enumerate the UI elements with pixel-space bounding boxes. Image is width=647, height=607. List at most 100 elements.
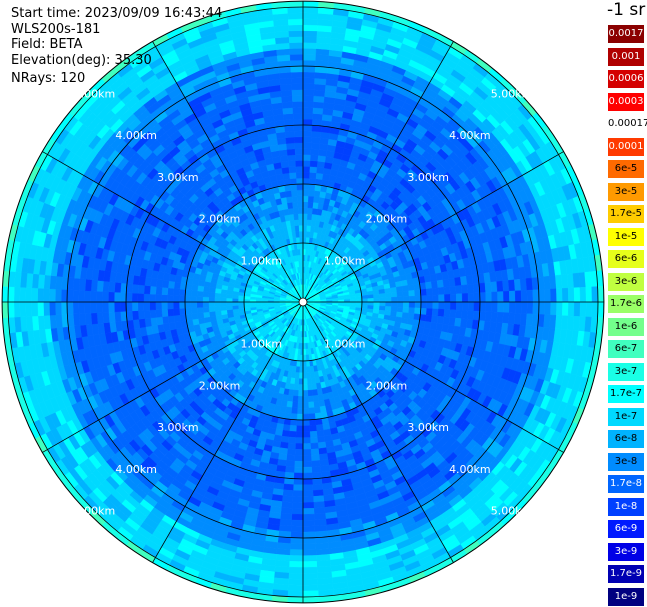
range-gate bbox=[302, 219, 308, 226]
range-gate bbox=[184, 307, 192, 315]
range-gate bbox=[302, 53, 317, 61]
range-gate bbox=[292, 395, 299, 403]
range-gate bbox=[289, 543, 304, 551]
range-gate bbox=[425, 281, 433, 290]
range-gate bbox=[309, 425, 317, 432]
range-gate bbox=[312, 395, 319, 402]
range-gate bbox=[450, 301, 457, 311]
range-gate bbox=[287, 160, 297, 168]
range-gate bbox=[302, 360, 307, 368]
range-gate bbox=[78, 290, 86, 303]
range-gate bbox=[280, 89, 293, 97]
range-gate bbox=[291, 502, 304, 509]
range-gate bbox=[525, 313, 534, 327]
range-gate bbox=[249, 301, 257, 305]
range-gate bbox=[295, 171, 304, 179]
range-gate bbox=[461, 310, 469, 320]
range-gate bbox=[432, 301, 439, 310]
range-gate bbox=[316, 435, 326, 444]
range-gate bbox=[96, 301, 103, 314]
range-gate bbox=[367, 298, 375, 303]
range-gate bbox=[302, 490, 314, 497]
range-gate bbox=[302, 396, 309, 403]
range-gate bbox=[302, 484, 314, 492]
range-gate bbox=[306, 378, 312, 385]
range-gate bbox=[137, 284, 145, 294]
range-gate bbox=[203, 311, 210, 318]
range-gate bbox=[312, 113, 323, 121]
range-gate bbox=[479, 292, 487, 303]
range-gate bbox=[60, 301, 68, 315]
range-gate bbox=[402, 301, 410, 308]
range-gate bbox=[473, 292, 481, 303]
range-gate bbox=[396, 291, 404, 298]
range-gate bbox=[302, 71, 316, 79]
range-gate bbox=[519, 278, 528, 291]
range-gate bbox=[302, 460, 312, 468]
range-gate bbox=[90, 279, 98, 292]
range-gate bbox=[508, 279, 516, 292]
range-gate bbox=[420, 301, 428, 309]
range-gate bbox=[302, 531, 316, 539]
range-gate bbox=[287, 202, 294, 209]
range-gate bbox=[108, 301, 115, 313]
range-gate bbox=[496, 280, 504, 293]
range-gate bbox=[520, 301, 528, 314]
range-gate bbox=[302, 195, 309, 203]
range-gate bbox=[414, 307, 422, 315]
range-gate bbox=[296, 407, 304, 415]
range-gate bbox=[305, 354, 310, 362]
range-gate bbox=[291, 189, 298, 197]
range-gate bbox=[294, 449, 304, 456]
range-gate bbox=[149, 301, 156, 311]
range-gate bbox=[179, 307, 186, 316]
range-gate bbox=[361, 301, 369, 306]
range-gate bbox=[302, 242, 307, 250]
range-gate bbox=[514, 278, 522, 292]
range-gate bbox=[302, 171, 311, 179]
range-gate bbox=[313, 507, 326, 515]
range-gate bbox=[161, 279, 170, 289]
range-gate bbox=[309, 172, 317, 179]
range-gate bbox=[491, 301, 498, 313]
range-gate bbox=[302, 513, 315, 521]
range-gate bbox=[173, 288, 180, 296]
range-gate bbox=[302, 502, 315, 509]
range-gate bbox=[311, 383, 318, 391]
range-gate bbox=[479, 301, 487, 312]
range-gate bbox=[430, 280, 439, 289]
range-gate bbox=[298, 378, 304, 385]
range-gate bbox=[279, 513, 293, 521]
range-gate bbox=[291, 195, 298, 203]
range-gate bbox=[113, 301, 121, 313]
range-gate bbox=[312, 107, 324, 115]
range-gate bbox=[208, 306, 216, 313]
range-gate bbox=[302, 366, 307, 374]
range-gate bbox=[455, 309, 463, 319]
range-gate bbox=[291, 519, 304, 527]
range-gate bbox=[308, 183, 316, 191]
range-gate bbox=[302, 148, 312, 155]
range-gate bbox=[288, 213, 295, 221]
range-gate bbox=[302, 183, 310, 191]
range-gate bbox=[243, 298, 251, 303]
range-gate bbox=[302, 537, 316, 545]
range-gate bbox=[286, 454, 296, 462]
range-gate bbox=[455, 301, 463, 311]
range-gate bbox=[390, 291, 398, 298]
range-gate bbox=[286, 448, 296, 456]
range-gate bbox=[190, 307, 198, 314]
range-gate bbox=[279, 83, 293, 91]
range-gate bbox=[294, 142, 304, 150]
range-gate bbox=[316, 160, 326, 169]
range-gate bbox=[294, 460, 304, 468]
range-gate bbox=[297, 396, 304, 403]
range-gate bbox=[292, 496, 304, 503]
range-gate bbox=[384, 292, 392, 298]
range-gate bbox=[302, 496, 314, 503]
range-gate bbox=[287, 442, 296, 450]
range-gate bbox=[472, 283, 480, 294]
range-gate bbox=[310, 448, 320, 456]
range-gate bbox=[294, 136, 304, 144]
range-gate bbox=[444, 301, 451, 310]
